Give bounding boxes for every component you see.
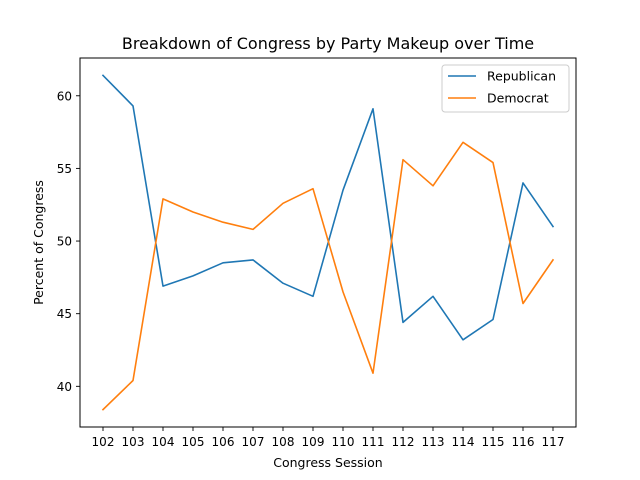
x-tick-label: 105 (182, 435, 205, 449)
y-tick-label: 50 (57, 235, 72, 249)
legend-label-democrat: Democrat (487, 91, 549, 106)
chart-title: Breakdown of Congress by Party Makeup ov… (122, 34, 534, 53)
x-tick-label: 102 (92, 435, 115, 449)
x-tick-label: 106 (212, 435, 235, 449)
x-axis-label: Congress Session (273, 455, 382, 470)
x-tick-label: 109 (302, 435, 325, 449)
legend: Republican Democrat (442, 65, 569, 112)
x-tick-label: 116 (512, 435, 535, 449)
x-tick-label: 117 (542, 435, 565, 449)
x-tick-label: 112 (392, 435, 415, 449)
x-tick-label: 104 (152, 435, 175, 449)
x-tick-label: 111 (362, 435, 385, 449)
x-tick-label: 115 (482, 435, 505, 449)
x-tick-label: 107 (242, 435, 265, 449)
x-tick-label: 110 (332, 435, 355, 449)
x-tick-label: 103 (122, 435, 145, 449)
y-tick-label: 55 (57, 162, 72, 176)
y-tick-label: 40 (57, 380, 72, 394)
y-tick-label: 45 (57, 307, 72, 321)
x-tick-label: 113 (422, 435, 445, 449)
y-axis-label: Percent of Congress (31, 180, 46, 305)
x-tick-label: 108 (272, 435, 295, 449)
legend-label-republican: Republican (487, 69, 556, 84)
y-tick-label: 60 (57, 89, 72, 103)
x-tick-label: 114 (452, 435, 475, 449)
